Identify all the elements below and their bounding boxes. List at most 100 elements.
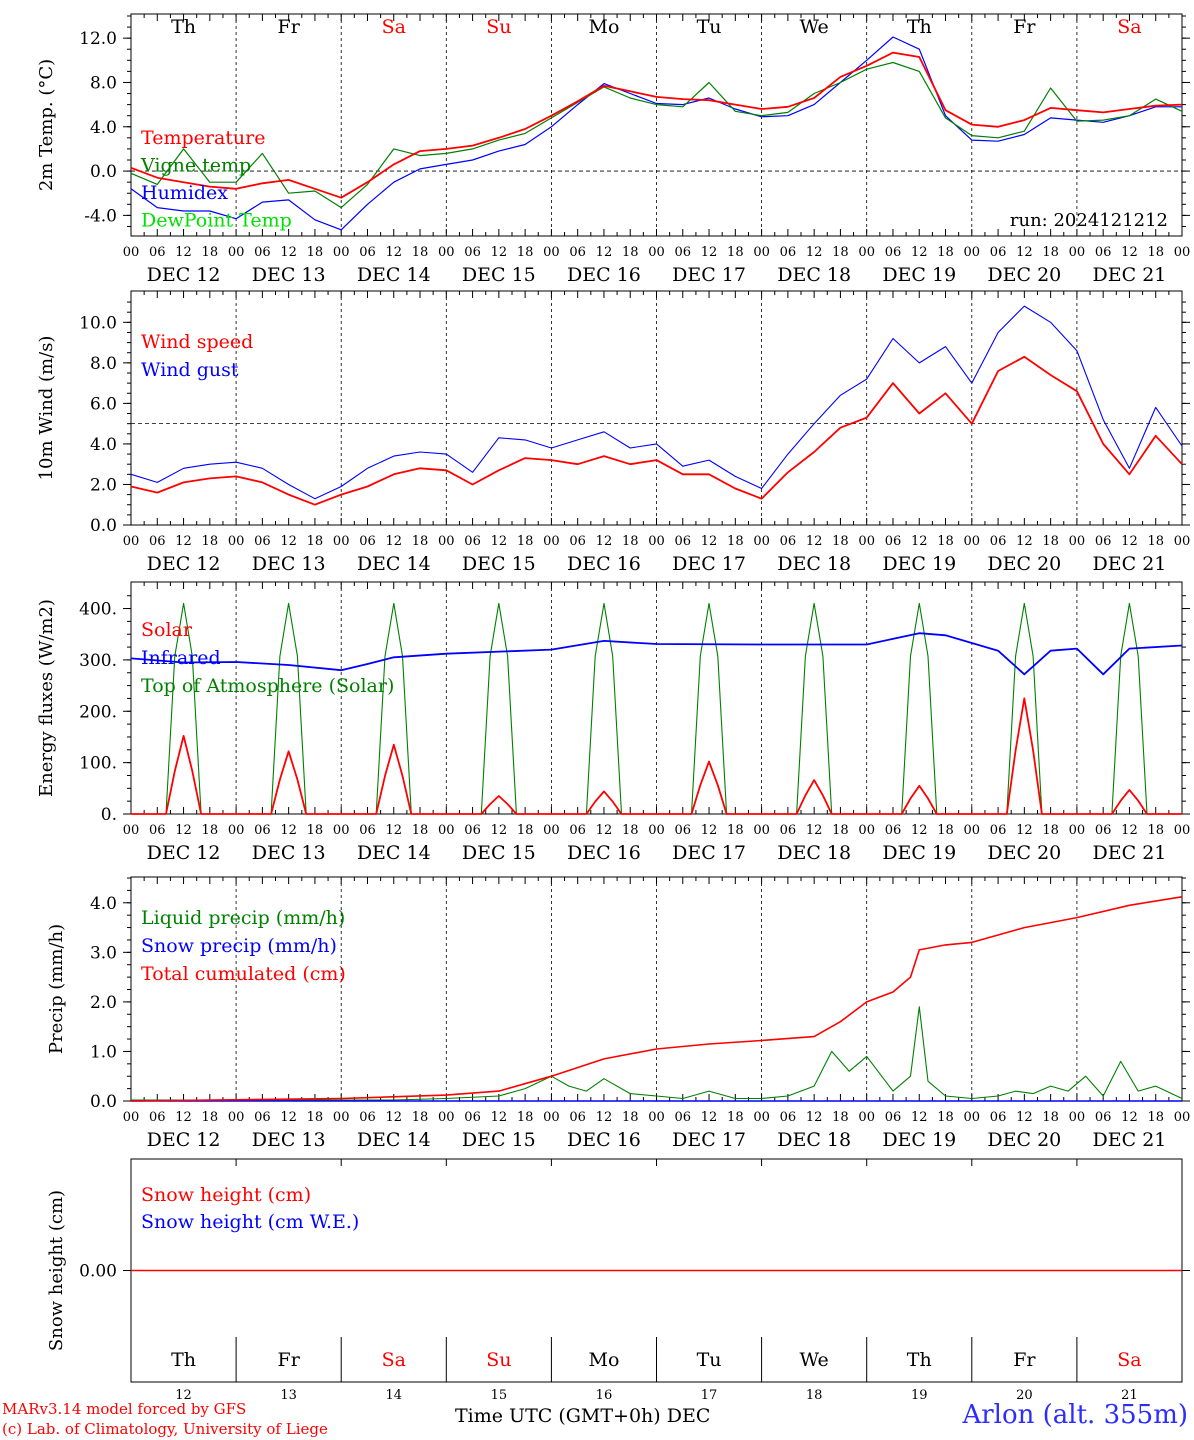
hour-tick-label: 06 (569, 534, 586, 549)
day-number-label: 19 (911, 1388, 928, 1403)
hour-tick-label: 18 (727, 245, 744, 260)
hour-tick-label: 18 (202, 245, 219, 260)
legend-entry: Total cumulated (cm) (141, 963, 346, 985)
date-label: DEC 16 (567, 1129, 641, 1151)
hour-tick-label: 00 (858, 534, 875, 549)
hour-tick-label: 18 (307, 1110, 324, 1125)
y-axis-label: 2m Temp. (°C) (36, 59, 57, 191)
y-tick-label: 8.0 (90, 354, 117, 374)
hour-tick-label: 00 (964, 534, 981, 549)
hour-tick-label: 00 (438, 1110, 455, 1125)
hour-tick-label: 18 (1042, 823, 1059, 838)
hour-tick-label: 06 (254, 245, 271, 260)
hour-tick-label: 12 (1016, 823, 1033, 838)
hour-tick-label: 12 (1121, 534, 1138, 549)
day-name: Th (171, 1349, 196, 1371)
hour-tick-label: 18 (517, 245, 534, 260)
date-label: DEC 21 (1093, 842, 1167, 864)
hour-tick-label: 12 (596, 823, 613, 838)
day-name: We (800, 1349, 829, 1371)
hour-tick-label: 06 (569, 1110, 586, 1125)
hour-tick-label: 18 (517, 1110, 534, 1125)
day-name: Su (486, 16, 511, 38)
hour-tick-label: 18 (202, 1110, 219, 1125)
date-label: DEC 20 (987, 264, 1061, 286)
y-tick-label: 1.0 (90, 1042, 117, 1062)
hour-tick-label: 18 (1042, 534, 1059, 549)
day-name: Sa (382, 1349, 406, 1371)
y-tick-label: 2.0 (90, 475, 117, 495)
hour-tick-label: 12 (385, 823, 402, 838)
hour-tick-label: 06 (885, 534, 902, 549)
hour-tick-label: 18 (937, 823, 954, 838)
hour-tick-label: 18 (1042, 1110, 1059, 1125)
hour-tick-label: 06 (1095, 1110, 1112, 1125)
date-label: DEC 18 (777, 553, 851, 575)
hour-tick-label: 18 (1147, 823, 1164, 838)
hour-tick-label: 18 (412, 245, 429, 260)
y-tick-label: 4.0 (90, 435, 117, 455)
legend-entry: Vigne temp (140, 155, 251, 177)
day-name: Mo (588, 1349, 619, 1371)
hour-tick-label: 12 (1016, 534, 1033, 549)
toa-solar-line (1076, 602, 1182, 815)
hour-tick-label: 12 (701, 245, 718, 260)
date-label: DEC 13 (252, 553, 326, 575)
hour-tick-label: 12 (175, 1110, 192, 1125)
hour-tick-label: 12 (491, 1110, 508, 1125)
date-label: DEC 19 (882, 553, 956, 575)
hour-tick-label: 06 (359, 534, 376, 549)
day-number-label: 20 (1016, 1388, 1033, 1403)
hour-tick-label: 06 (780, 534, 797, 549)
toa-solar-line (761, 602, 867, 815)
hour-tick-label: 00 (964, 823, 981, 838)
hour-tick-label: 06 (675, 823, 692, 838)
hour-tick-label: 00 (753, 534, 770, 549)
infrared-series-line (130, 632, 1183, 676)
hour-tick-label: 18 (937, 534, 954, 549)
date-label: DEC 12 (147, 1129, 221, 1151)
hour-tick-label: 06 (675, 245, 692, 260)
day-number-label: 12 (175, 1388, 192, 1403)
hour-tick-label: 00 (753, 823, 770, 838)
hour-tick-label: 12 (491, 245, 508, 260)
legend-entry: DewPoint Temp (141, 210, 292, 232)
hour-tick-label: 06 (885, 823, 902, 838)
station-label: Arlon (alt. 355m) (962, 1400, 1188, 1430)
hour-tick-label: 06 (569, 245, 586, 260)
date-label: DEC 16 (567, 553, 641, 575)
day-number-label: 17 (701, 1388, 718, 1403)
hour-tick-label: 06 (990, 534, 1007, 549)
hour-tick-label: 18 (412, 823, 429, 838)
hour-tick-label: 00 (543, 245, 560, 260)
day-name: Sa (1117, 16, 1141, 38)
hour-tick-label: 18 (307, 534, 324, 549)
date-label: DEC 21 (1093, 264, 1167, 286)
hour-tick-label: 12 (911, 1110, 928, 1125)
hour-tick-label: 12 (596, 245, 613, 260)
hour-tick-label: 06 (149, 1110, 166, 1125)
date-label: DEC 14 (357, 553, 431, 575)
hour-tick-label: 00 (543, 1110, 560, 1125)
legend-entry: Wind gust (141, 359, 239, 381)
hour-tick-label: 06 (464, 823, 481, 838)
y-tick-label: 8.0 (90, 73, 117, 93)
day-number-label: 21 (1121, 1388, 1138, 1403)
hour-tick-label: 06 (780, 823, 797, 838)
hour-tick-label: 06 (885, 245, 902, 260)
y-tick-label: 10.0 (79, 313, 117, 333)
date-label: DEC 14 (357, 264, 431, 286)
y-tick-label: 0.0 (90, 162, 117, 182)
hour-tick-label: 18 (937, 245, 954, 260)
day-name: Fr (278, 16, 301, 38)
day-name: Th (907, 1349, 932, 1371)
hour-tick-label: 18 (727, 534, 744, 549)
temperature-series-line (130, 36, 1182, 231)
hour-tick-label: 12 (911, 823, 928, 838)
hour-tick-label: 12 (701, 534, 718, 549)
hour-tick-label: 18 (832, 534, 849, 549)
date-label: DEC 16 (567, 264, 641, 286)
date-label: DEC 12 (147, 553, 221, 575)
y-tick-label: -4.0 (84, 206, 117, 226)
date-label: DEC 20 (987, 553, 1061, 575)
